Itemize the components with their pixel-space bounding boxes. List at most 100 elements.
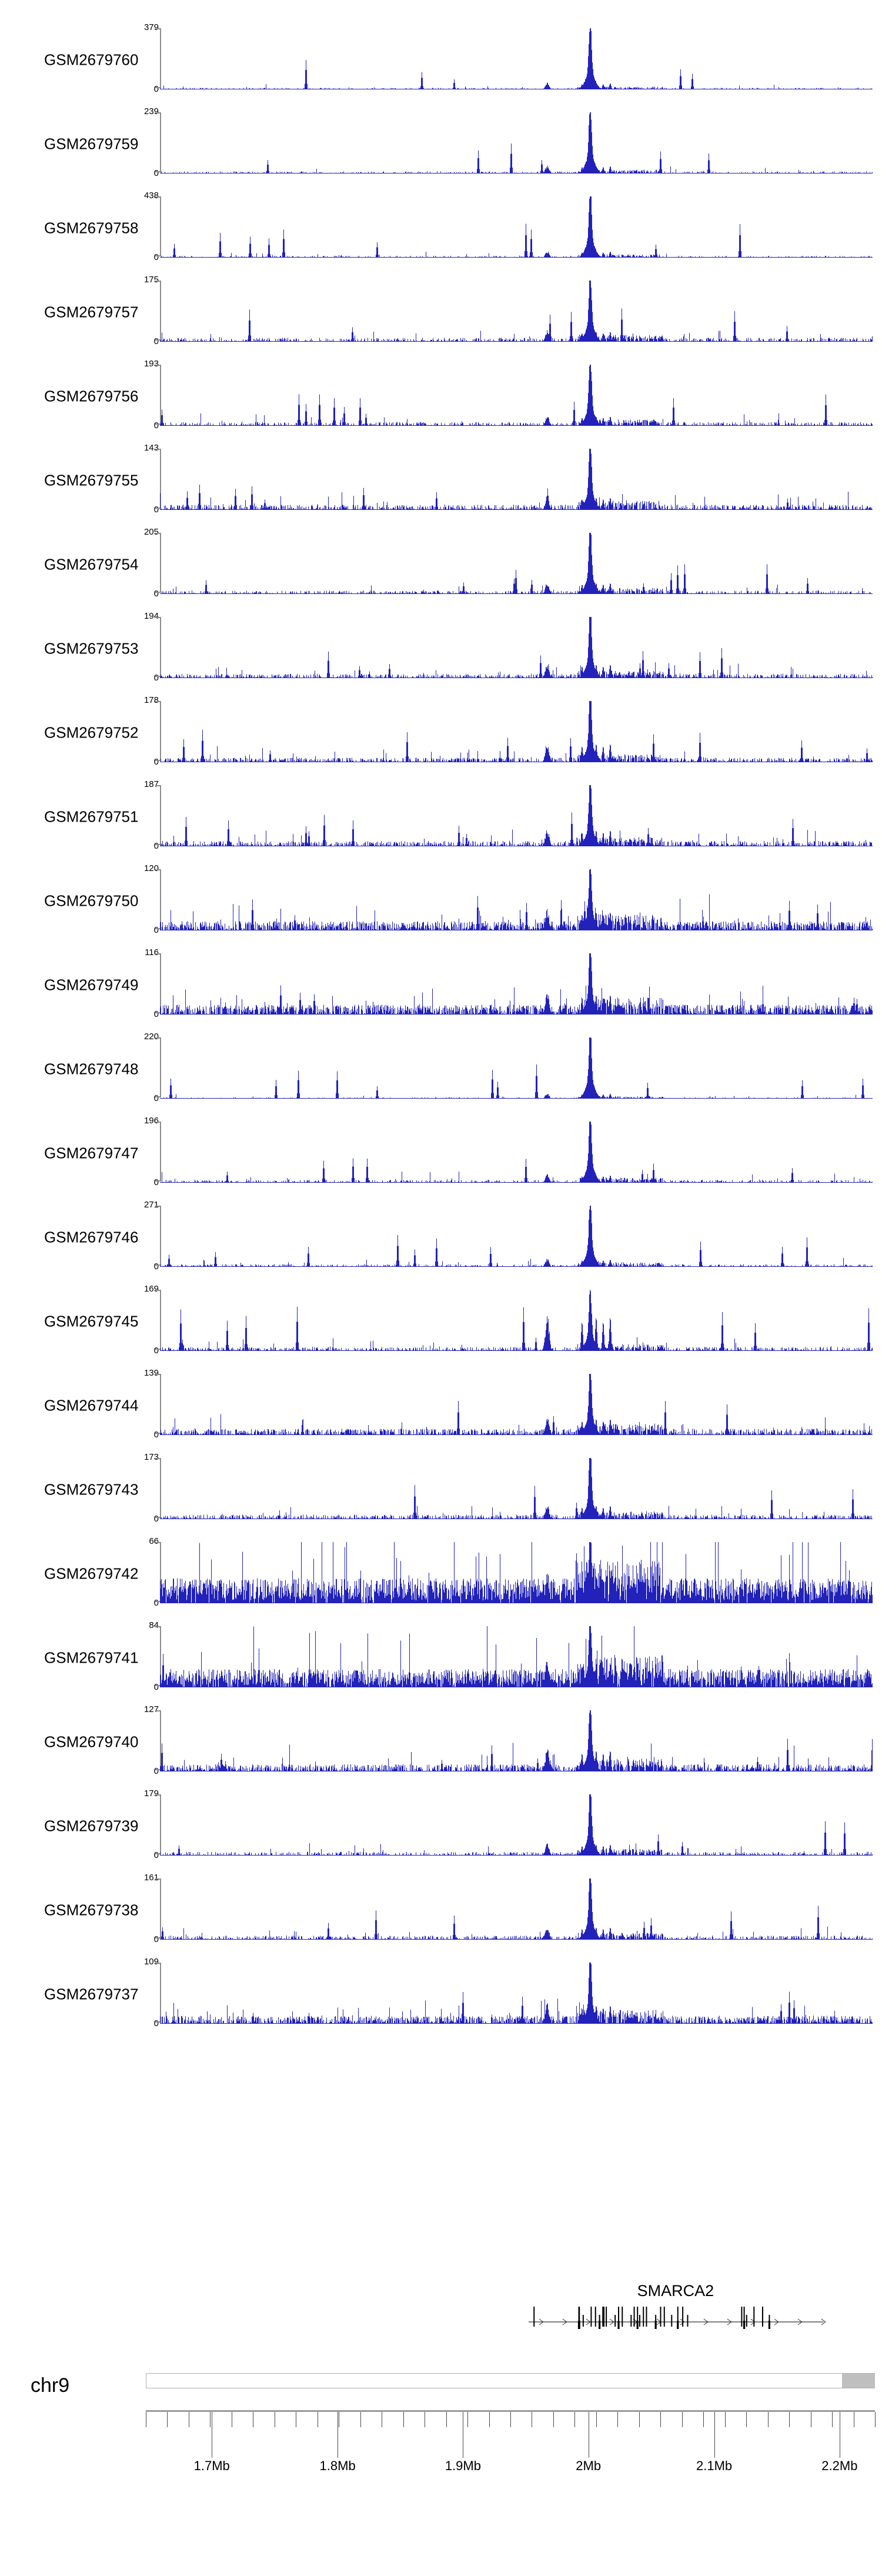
coverage-plot[interactable] — [160, 1963, 873, 2024]
y-axis-min-label: 0 — [153, 1009, 159, 1019]
track-label: GSM2679738 — [44, 1901, 139, 1918]
track-y-axis: 193 0 — [134, 359, 161, 431]
track-baseline — [160, 593, 873, 594]
coverage-plot[interactable] — [160, 196, 873, 258]
track-baseline — [160, 1014, 873, 1015]
y-axis-min-label: 0 — [153, 1682, 159, 1692]
coverage-plot[interactable] — [160, 1206, 873, 1267]
coverage-track[interactable]: GSM2679757 175 0 — [0, 270, 882, 354]
coverage-track[interactable]: GSM2679745 169 0 — [0, 1279, 882, 1363]
y-axis-min-label: 0 — [153, 168, 159, 178]
chromosome-ideogram[interactable] — [146, 2373, 875, 2388]
coverage-plot[interactable] — [160, 365, 873, 426]
y-axis-max-label: 169 — [143, 1284, 159, 1294]
track-label: GSM2679743 — [44, 1480, 139, 1498]
track-y-axis: 84 0 — [134, 1620, 161, 1692]
coverage-track[interactable]: GSM2679755 143 0 — [0, 438, 882, 522]
y-axis-max-label: 127 — [143, 1704, 159, 1714]
gene-model-track[interactable] — [160, 2304, 873, 2333]
track-y-axis: 239 0 — [134, 106, 161, 178]
track-label: GSM2679746 — [44, 1228, 139, 1246]
track-y-axis: 109 0 — [134, 1957, 161, 2028]
axis-minor-tick — [703, 2412, 704, 2427]
coverage-track[interactable]: GSM2679751 187 0 — [0, 775, 882, 859]
coverage-track[interactable]: GSM2679741 84 0 — [0, 1616, 882, 1700]
chromosome-panel: chr9 — [0, 2361, 882, 2414]
coverage-plot[interactable] — [160, 785, 873, 846]
coverage-track[interactable]: GSM2679753 194 0 — [0, 606, 882, 690]
coverage-track[interactable]: GSM2679743 173 0 — [0, 1447, 882, 1531]
axis-line — [146, 2410, 875, 2412]
coverage-track[interactable]: GSM2679750 120 0 — [0, 859, 882, 943]
gene-name-label: SMARCA2 — [637, 2282, 714, 2300]
axis-minor-tick — [832, 2412, 833, 2427]
track-y-axis: 143 0 — [134, 443, 161, 515]
coverage-track[interactable]: GSM2679746 271 0 — [0, 1195, 882, 1279]
coverage-plot[interactable] — [160, 449, 873, 510]
coverage-track[interactable]: GSM2679760 379 0 — [0, 18, 882, 102]
coverage-track[interactable]: GSM2679739 179 0 — [0, 1784, 882, 1868]
y-axis-bracket — [155, 533, 161, 593]
coverage-track[interactable]: GSM2679759 239 0 — [0, 102, 882, 186]
y-axis-min-label: 0 — [153, 1850, 159, 1860]
track-label: GSM2679739 — [44, 1817, 139, 1834]
track-y-axis: 220 0 — [134, 1032, 161, 1103]
coverage-plot[interactable] — [160, 1374, 873, 1435]
y-axis-min-label: 0 — [153, 673, 159, 683]
coverage-track[interactable]: GSM2679737 109 0 — [0, 1952, 882, 2036]
coverage-track[interactable]: GSM2679747 196 0 — [0, 1111, 882, 1195]
coverage-plot[interactable] — [160, 701, 873, 762]
coverage-track[interactable]: GSM2679756 193 0 — [0, 354, 882, 438]
track-label: GSM2679755 — [44, 471, 139, 489]
coverage-track[interactable]: GSM2679749 116 0 — [0, 943, 882, 1027]
coverage-plot[interactable] — [160, 1794, 873, 1856]
y-axis-min-label: 0 — [153, 336, 159, 346]
chromosome-label: chr9 — [31, 2374, 70, 2397]
coverage-track[interactable]: GSM2679738 161 0 — [0, 1868, 882, 1952]
coverage-plot[interactable] — [160, 1458, 873, 1519]
track-baseline — [160, 2023, 873, 2024]
track-label: GSM2679753 — [44, 639, 139, 657]
y-axis-min-label: 0 — [153, 1262, 159, 1272]
y-axis-bracket — [155, 1037, 161, 1097]
coverage-plot[interactable] — [160, 28, 873, 89]
coverage-plot[interactable] — [160, 869, 873, 930]
axis-minor-tick — [789, 2412, 790, 2427]
track-baseline — [160, 1182, 873, 1183]
y-axis-bracket — [155, 1794, 161, 1854]
axis-minor-tick — [446, 2412, 447, 2427]
coverage-plot[interactable] — [160, 1710, 873, 1771]
track-label: GSM2679748 — [44, 1060, 139, 1077]
track-y-axis: 139 0 — [134, 1368, 161, 1440]
coverage-track[interactable]: GSM2679758 438 0 — [0, 186, 882, 270]
axis-minor-tick — [617, 2412, 619, 2427]
track-y-axis: 271 0 — [134, 1200, 161, 1272]
axis-tick-label: 2.2Mb — [821, 2458, 858, 2473]
coverage-track[interactable]: GSM2679752 178 0 — [0, 690, 882, 775]
coverage-plot[interactable] — [160, 533, 873, 594]
coverage-plot[interactable] — [160, 617, 873, 678]
track-y-axis: 179 0 — [134, 1788, 161, 1860]
track-label: GSM2679751 — [44, 807, 139, 825]
y-axis-bracket — [155, 112, 161, 172]
track-baseline — [160, 257, 873, 258]
coverage-track[interactable]: GSM2679742 66 0 — [0, 1531, 882, 1616]
coverage-plot[interactable] — [160, 953, 873, 1015]
y-axis-max-label: 139 — [143, 1368, 159, 1378]
coverage-track[interactable]: GSM2679754 205 0 — [0, 522, 882, 606]
coverage-track[interactable]: GSM2679740 127 0 — [0, 1700, 882, 1784]
coverage-plot[interactable] — [160, 1878, 873, 1940]
coverage-plot[interactable] — [160, 1542, 873, 1603]
coverage-plot[interactable] — [160, 112, 873, 173]
y-axis-min-label: 0 — [153, 1093, 159, 1103]
y-axis-max-label: 109 — [143, 1957, 159, 1967]
coverage-track[interactable]: GSM2679748 220 0 — [0, 1027, 882, 1111]
coverage-track[interactable]: GSM2679744 139 0 — [0, 1363, 882, 1447]
coverage-plot[interactable] — [160, 1626, 873, 1687]
coverage-plot[interactable] — [160, 281, 873, 342]
coverage-plot[interactable] — [160, 1290, 873, 1351]
track-label: GSM2679744 — [44, 1396, 139, 1414]
coverage-plot[interactable] — [160, 1122, 873, 1183]
coverage-plot[interactable] — [160, 1037, 873, 1099]
ideogram-bar — [146, 2373, 875, 2388]
